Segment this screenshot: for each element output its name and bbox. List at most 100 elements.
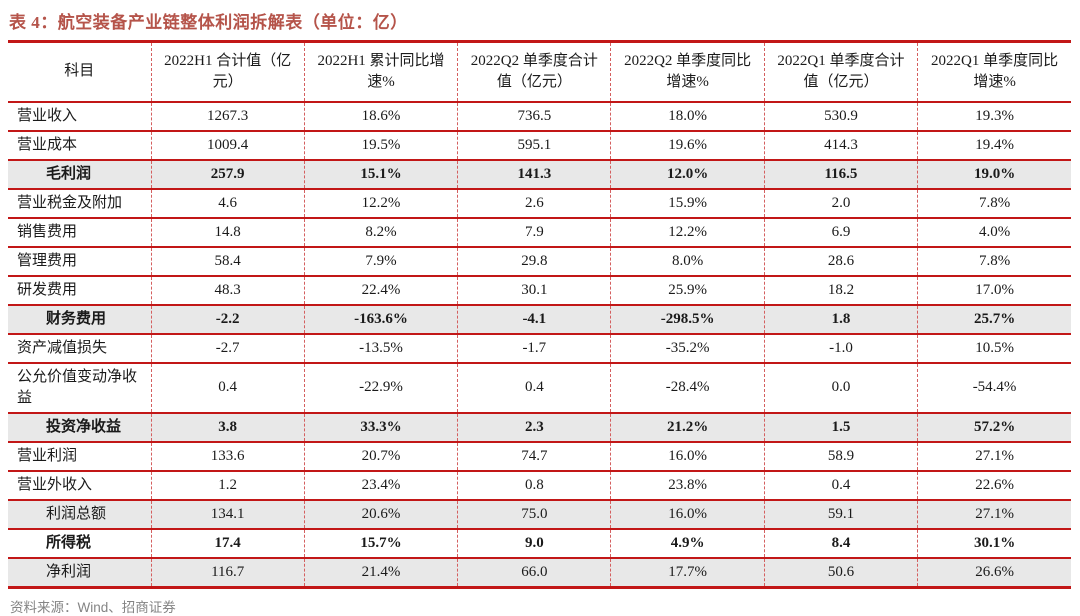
table-cell: 7.9%	[303, 246, 458, 277]
table-cell: 8.4	[763, 528, 918, 559]
table-cell: -54.4%	[917, 362, 1071, 414]
table-cell: 736.5	[457, 101, 611, 132]
table-cell: -4.1	[457, 304, 611, 335]
row-label: 管理费用	[8, 246, 151, 277]
table-cell: 9.0	[457, 528, 611, 559]
table-cell: 30.1%	[917, 528, 1071, 559]
table-cell: 58.9	[763, 441, 918, 472]
table-cell: 57.2%	[917, 412, 1071, 443]
row-label: 销售费用	[8, 217, 151, 248]
table-cell: 1.5	[763, 412, 918, 443]
row-label: 所得税	[8, 528, 151, 559]
table-cell: 30.1	[457, 275, 611, 306]
table-cell: -22.9%	[303, 362, 458, 414]
table-cell: 257.9	[150, 159, 305, 190]
table-cell: 134.1	[150, 499, 305, 530]
table-cell: 0.0	[763, 362, 918, 414]
table-cell: 26.6%	[917, 557, 1071, 587]
table-cell: 58.4	[150, 246, 305, 277]
table-cell: 14.8	[150, 217, 305, 248]
table-cell: 595.1	[457, 130, 611, 161]
table-cell: 1267.3	[150, 101, 305, 132]
table-cell: -28.4%	[610, 362, 765, 414]
table-cell: 75.0	[457, 499, 611, 530]
row-label: 财务费用	[8, 304, 151, 335]
table-cell: 17.0%	[917, 275, 1071, 306]
table-cell: 2.0	[763, 188, 918, 219]
table-cell: 12.2%	[610, 217, 765, 248]
table-row: 所得税 17.4 15.7% 9.0 4.9% 8.4 30.1%	[8, 528, 1071, 559]
row-label: 资产减值损失	[8, 333, 151, 364]
table-cell: 18.0%	[610, 101, 765, 132]
table-cell: 1.2	[150, 470, 305, 501]
table-row: 营业收入 1267.3 18.6% 736.5 18.0% 530.9 19.3%	[8, 101, 1071, 132]
table-cell: 20.7%	[303, 441, 458, 472]
table-title: 表 4：航空装备产业链整体利润拆解表（单位：亿）	[9, 13, 408, 32]
table-cell: 19.4%	[917, 130, 1071, 161]
row-label: 营业税金及附加	[8, 188, 151, 219]
table-cell: 8.0%	[610, 246, 765, 277]
table-cell: 141.3	[457, 159, 611, 190]
table-header-row: 科目 2022H1 合计值（亿元） 2022H1 累计同比增速% 2022Q2 单季度…	[8, 41, 1071, 103]
table-cell: 29.8	[457, 246, 611, 277]
table-cell: -35.2%	[610, 333, 765, 364]
table-cell: 0.4	[150, 362, 305, 414]
table-cell: 19.0%	[917, 159, 1071, 190]
table-cell: 0.4	[763, 470, 918, 501]
table-cell: 21.2%	[610, 412, 765, 443]
table-cell: -163.6%	[303, 304, 458, 335]
table-cell: 15.9%	[610, 188, 765, 219]
table-cell: 4.0%	[917, 217, 1071, 248]
column-header: 2022H1 合计值（亿元）	[150, 41, 305, 103]
table-cell: -298.5%	[610, 304, 765, 335]
row-label: 公允价值变动净收益	[8, 362, 151, 414]
table-cell: 10.5%	[917, 333, 1071, 364]
table-cell: 414.3	[763, 130, 918, 161]
table-cell: 25.9%	[610, 275, 765, 306]
table-cell: 16.0%	[610, 441, 765, 472]
row-label: 投资净收益	[8, 412, 151, 443]
table-cell: -13.5%	[303, 333, 458, 364]
table-cell: 19.5%	[303, 130, 458, 161]
table-row: 净利润 116.7 21.4% 66.0 17.7% 50.6 26.6%	[8, 557, 1071, 587]
table-cell: 28.6	[763, 246, 918, 277]
table-row: 营业成本 1009.4 19.5% 595.1 19.6% 414.3 19.4%	[8, 130, 1071, 161]
table-cell: -1.0	[763, 333, 918, 364]
table-cell: 116.5	[763, 159, 918, 190]
table-cell: 18.2	[763, 275, 918, 306]
table-cell: 16.0%	[610, 499, 765, 530]
table-cell: 4.9%	[610, 528, 765, 559]
table-cell: 133.6	[150, 441, 305, 472]
table-cell: 22.6%	[917, 470, 1071, 501]
table-cell: 2.6	[457, 188, 611, 219]
table-cell: 19.6%	[610, 130, 765, 161]
table-cell: 17.4	[150, 528, 305, 559]
row-label: 营业收入	[8, 101, 151, 132]
row-label: 利润总额	[8, 499, 151, 530]
table-cell: 7.8%	[917, 246, 1071, 277]
table-cell: 17.7%	[610, 557, 765, 587]
table-cell: 23.8%	[610, 470, 765, 501]
table-cell: 530.9	[763, 101, 918, 132]
table-cell: 6.9	[763, 217, 918, 248]
table-cell: 22.4%	[303, 275, 458, 306]
table-cell: 1.8	[763, 304, 918, 335]
table-cell: 3.8	[150, 412, 305, 443]
table-cell: -2.7	[150, 333, 305, 364]
row-label: 营业成本	[8, 130, 151, 161]
column-header: 2022H1 累计同比增速%	[303, 41, 458, 103]
source-note: 资料来源：Wind、招商证券	[10, 599, 176, 615]
table-row: 财务费用 -2.2 -163.6% -4.1 -298.5% 1.8 25.7%	[8, 304, 1071, 335]
row-label: 营业利润	[8, 441, 151, 472]
table-cell: 2.3	[457, 412, 611, 443]
table-cell: 27.1%	[917, 499, 1071, 530]
table-cell: 25.7%	[917, 304, 1071, 335]
table-cell: 15.1%	[303, 159, 458, 190]
table-cell: 12.0%	[610, 159, 765, 190]
table-body: 营业收入 1267.3 18.6% 736.5 18.0% 530.9 19.3% 营业成本 1…	[8, 101, 1071, 587]
table-cell: 0.8	[457, 470, 611, 501]
table-row: 毛利润 257.9 15.1% 141.3 12.0% 116.5 19.0%	[8, 159, 1071, 190]
table-cell: 12.2%	[303, 188, 458, 219]
table-row: 营业利润 133.6 20.7% 74.7 16.0% 58.9 27.1%	[8, 441, 1071, 472]
